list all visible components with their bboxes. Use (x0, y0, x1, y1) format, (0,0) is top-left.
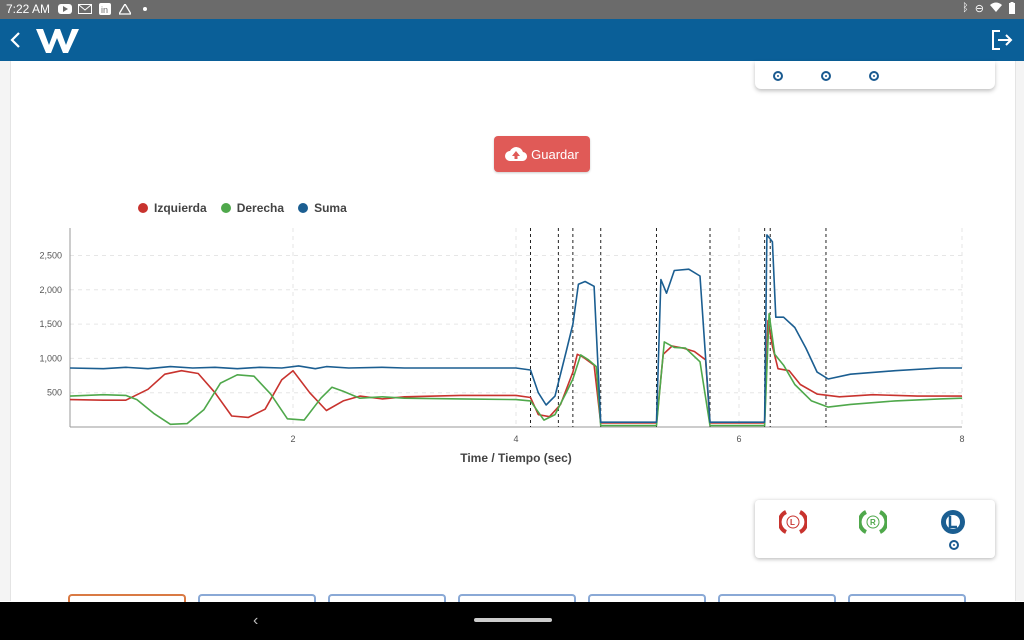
notification-icons: in (58, 3, 152, 15)
legend-derecha[interactable]: Derecha (220, 201, 285, 215)
svg-text:R: R (870, 518, 876, 527)
back-button[interactable] (6, 27, 24, 53)
save-button[interactable]: Guardar (494, 136, 590, 172)
x-axis-label: Time / Tiempo (sec) (460, 451, 572, 465)
youtube-icon (58, 3, 72, 15)
y-tick-label: 1,500 (39, 319, 62, 329)
bluetooth-icon: ᛒ (962, 2, 969, 14)
save-button-label: Guardar (531, 146, 579, 162)
legend-dot-suma (298, 203, 309, 213)
tab-4[interactable] (458, 594, 576, 604)
chevron-left-icon (10, 32, 20, 48)
both-feet-button[interactable] (939, 508, 967, 536)
legend-dot-derecha (220, 203, 231, 213)
x-tick-label: 2 (290, 434, 295, 444)
series-line-derecha (69, 313, 963, 427)
legend-label-derecha: Derecha (236, 201, 285, 215)
right-foot-icon: R (857, 510, 889, 534)
app-bar (0, 19, 1024, 61)
y-tick-label: 2,000 (39, 285, 62, 295)
tab-7[interactable] (848, 594, 966, 604)
legend-suma[interactable]: Suma (298, 201, 347, 215)
nav-home-pill[interactable] (474, 618, 552, 622)
top-selector-panel (755, 61, 995, 89)
svg-text:in: in (101, 5, 108, 15)
x-tick-label: 8 (959, 434, 964, 444)
right-foot-button[interactable]: R (857, 508, 889, 536)
tab-1[interactable] (68, 594, 186, 604)
tab-6[interactable] (718, 594, 836, 604)
battery-icon (1008, 2, 1016, 17)
x-tick-label: 4 (513, 434, 518, 444)
cloud-upload-icon (505, 147, 528, 162)
y-tick-label: 2,500 (39, 250, 62, 260)
tab-5[interactable] (588, 594, 706, 604)
side-selector-panel: L R (755, 500, 995, 558)
system-icons: ᛒ ⊖ (962, 2, 1016, 17)
logout-button[interactable] (990, 29, 1014, 51)
svg-text:L: L (790, 518, 795, 527)
status-bar: 7:22 AM in ᛒ ⊖ (0, 0, 1024, 19)
legend-izquierda[interactable]: Izquierda (138, 201, 207, 215)
legend-label-izquierda: Izquierda (154, 201, 207, 215)
x-tick-label: 6 (736, 434, 741, 444)
status-time: 7:22 AM (6, 2, 51, 16)
dnd-icon: ⊖ (974, 3, 984, 15)
tab-2[interactable] (198, 594, 316, 604)
wifi-icon (990, 2, 1002, 17)
chart-legend: Izquierda Derecha Suma (138, 201, 347, 215)
radio-left-top[interactable] (773, 71, 783, 81)
both-feet-icon (941, 510, 965, 534)
force-time-chart: 500 1,000 1,500 2,000 2,500 2 4 6 8 Time / Tiempo… (39, 228, 965, 465)
y-tick-label: 1,000 (39, 353, 62, 363)
y-tick-label: 500 (47, 388, 62, 398)
left-foot-button[interactable]: L (777, 508, 809, 536)
dot-icon (138, 3, 152, 15)
system-nav-bar: ‹ (0, 602, 1024, 640)
left-foot-icon: L (777, 510, 809, 534)
legend-label-suma: Suma (314, 201, 347, 215)
gmail-icon (78, 3, 92, 15)
drive-icon (118, 3, 132, 15)
nav-back-icon[interactable]: ‹ (253, 612, 259, 629)
radio-both-feet[interactable] (949, 540, 959, 550)
radio-right-top[interactable] (821, 71, 831, 81)
linkedin-icon: in (98, 3, 112, 15)
radio-sum-top[interactable] (869, 71, 879, 81)
bottom-tab-row (0, 594, 1024, 604)
series-line-suma (69, 234, 962, 423)
legend-dot-izquierda (138, 203, 148, 213)
tab-3[interactable] (328, 594, 446, 604)
app-logo[interactable] (34, 27, 80, 55)
logout-icon (992, 30, 1013, 50)
